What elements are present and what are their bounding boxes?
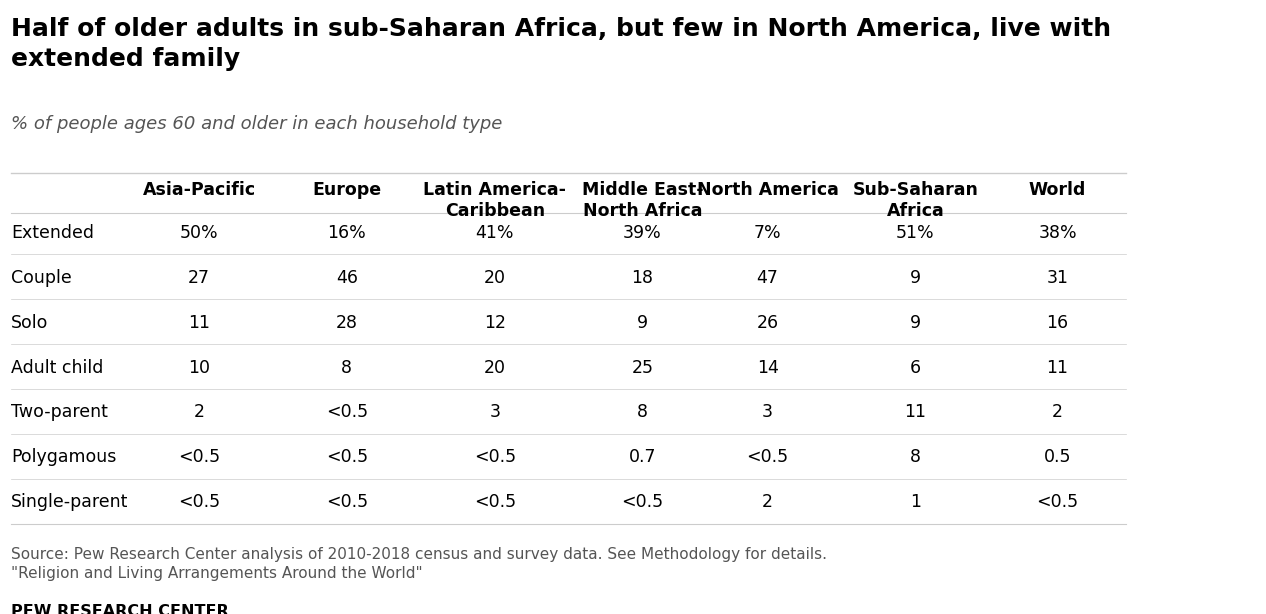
Text: 7%: 7% bbox=[753, 224, 781, 242]
Text: <0.5: <0.5 bbox=[622, 493, 663, 511]
Text: Solo: Solo bbox=[11, 314, 49, 332]
Text: <0.5: <0.5 bbox=[325, 448, 368, 466]
Text: 2: 2 bbox=[194, 403, 205, 421]
Text: Asia-Pacific: Asia-Pacific bbox=[143, 181, 256, 199]
Text: 28: 28 bbox=[335, 314, 358, 332]
Text: <0.5: <0.5 bbox=[473, 493, 515, 511]
Text: <0.5: <0.5 bbox=[325, 403, 368, 421]
Text: 9: 9 bbox=[637, 314, 648, 332]
Text: 26: 26 bbox=[757, 314, 779, 332]
Text: 38%: 38% bbox=[1038, 224, 1077, 242]
Text: 16: 16 bbox=[1047, 314, 1069, 332]
Text: 2: 2 bbox=[762, 493, 774, 511]
Text: 3: 3 bbox=[489, 403, 500, 421]
Text: 8: 8 bbox=[342, 359, 352, 376]
Text: Couple: Couple bbox=[11, 269, 72, 287]
Text: 27: 27 bbox=[189, 269, 210, 287]
Text: 20: 20 bbox=[484, 359, 505, 376]
Text: 46: 46 bbox=[335, 269, 358, 287]
Text: % of people ages 60 and older in each household type: % of people ages 60 and older in each ho… bbox=[11, 115, 503, 133]
Text: Europe: Europe bbox=[313, 181, 381, 199]
Text: 41%: 41% bbox=[476, 224, 514, 242]
Text: 10: 10 bbox=[189, 359, 210, 376]
Text: 9: 9 bbox=[910, 314, 922, 332]
Text: Latin America-
Caribbean: Latin America- Caribbean bbox=[423, 181, 566, 220]
Text: 39%: 39% bbox=[623, 224, 662, 242]
Text: Middle East-
North Africa: Middle East- North Africa bbox=[581, 181, 704, 220]
Text: <0.5: <0.5 bbox=[747, 448, 789, 466]
Text: Adult child: Adult child bbox=[11, 359, 104, 376]
Text: 51%: 51% bbox=[896, 224, 934, 242]
Text: 3: 3 bbox=[762, 403, 774, 421]
Text: <0.5: <0.5 bbox=[1037, 493, 1079, 511]
Text: Sub-Saharan
Africa: Sub-Saharan Africa bbox=[852, 181, 979, 220]
Text: 16%: 16% bbox=[328, 224, 366, 242]
Text: 20: 20 bbox=[484, 269, 505, 287]
Text: 11: 11 bbox=[1047, 359, 1069, 376]
Text: 50%: 50% bbox=[180, 224, 218, 242]
Text: 8: 8 bbox=[637, 403, 648, 421]
Text: 9: 9 bbox=[910, 269, 922, 287]
Text: World: World bbox=[1029, 181, 1086, 199]
Text: <0.5: <0.5 bbox=[179, 448, 220, 466]
Text: 47: 47 bbox=[757, 269, 779, 287]
Text: 31: 31 bbox=[1047, 269, 1069, 287]
Text: 25: 25 bbox=[632, 359, 653, 376]
Text: Polygamous: Polygamous bbox=[11, 448, 116, 466]
Text: PEW RESEARCH CENTER: PEW RESEARCH CENTER bbox=[11, 604, 229, 614]
Text: Single-parent: Single-parent bbox=[11, 493, 129, 511]
Text: 12: 12 bbox=[484, 314, 505, 332]
Text: 11: 11 bbox=[904, 403, 927, 421]
Text: North America: North America bbox=[696, 181, 838, 199]
Text: <0.5: <0.5 bbox=[325, 493, 368, 511]
Text: Source: Pew Research Center analysis of 2010-2018 census and survey data. See Me: Source: Pew Research Center analysis of … bbox=[11, 546, 828, 581]
Text: 18: 18 bbox=[632, 269, 653, 287]
Text: <0.5: <0.5 bbox=[179, 493, 220, 511]
Text: Two-parent: Two-parent bbox=[11, 403, 109, 421]
Text: 6: 6 bbox=[910, 359, 922, 376]
Text: 2: 2 bbox=[1052, 403, 1063, 421]
Text: 14: 14 bbox=[757, 359, 779, 376]
Text: 11: 11 bbox=[189, 314, 210, 332]
Text: <0.5: <0.5 bbox=[473, 448, 515, 466]
Text: Half of older adults in sub-Saharan Africa, but few in North America, live with
: Half of older adults in sub-Saharan Afri… bbox=[11, 17, 1112, 71]
Text: 1: 1 bbox=[910, 493, 920, 511]
Text: 8: 8 bbox=[910, 448, 920, 466]
Text: 0.7: 0.7 bbox=[629, 448, 656, 466]
Text: 0.5: 0.5 bbox=[1044, 448, 1071, 466]
Text: Extended: Extended bbox=[11, 224, 95, 242]
